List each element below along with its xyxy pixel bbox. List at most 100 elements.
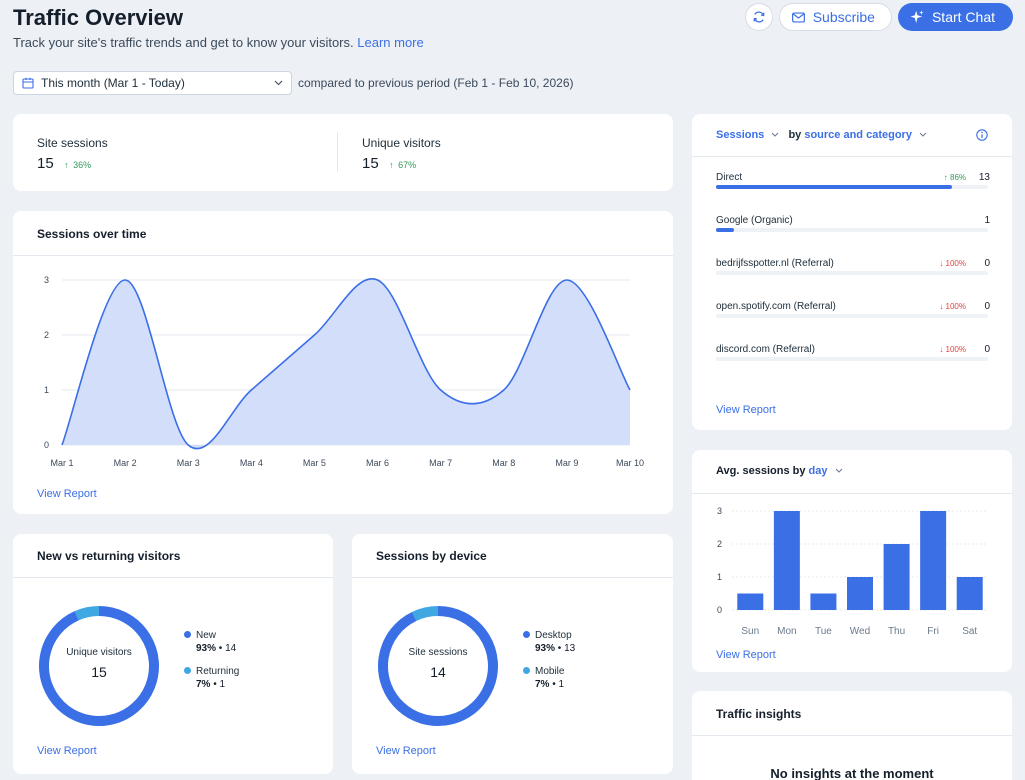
by-label: by — [788, 129, 802, 141]
y-tick-label: 2 — [44, 330, 49, 340]
start-chat-label: Start Chat — [931, 9, 995, 25]
legend-item-desktop: Desktop 93% • 13 — [523, 630, 575, 654]
chevron-down-icon — [274, 80, 283, 86]
donut-slice-new — [39, 606, 159, 726]
group-select[interactable]: source and category — [804, 129, 912, 141]
legend-value: 14 — [225, 643, 237, 654]
avg-title-prefix: Avg. sessions by — [716, 465, 806, 477]
donut-slice-desktop — [378, 606, 498, 726]
donut-slice-mobile — [411, 606, 439, 622]
header-actions: Subscribe Start Chat — [744, 3, 1013, 31]
source-value: 13 — [978, 172, 990, 183]
metric-select[interactable]: Sessions — [716, 129, 765, 141]
view-report-link[interactable]: View Report — [376, 745, 436, 757]
legend-label: Mobile — [535, 666, 565, 677]
source-bar-track — [716, 314, 988, 318]
source-bar-fill — [716, 185, 952, 189]
sessions-by-device-card: Sessions by device Site sessions 14 Desk… — [352, 534, 673, 774]
date-range-select[interactable]: This month (Mar 1 - Today) — [13, 71, 292, 95]
source-row[interactable]: Google (Organic) 1 — [716, 215, 990, 255]
source-bar-track — [716, 357, 988, 361]
sessions-over-time-card: Sessions over time 0 1 2 3 Mar 1 Mar 2 Mar 3 Ma… — [13, 211, 673, 514]
source-bar-track — [716, 271, 988, 275]
subscribe-button[interactable]: Subscribe — [778, 3, 892, 31]
sessions-by-source-card: Sessions by source and category Direct ↑ … — [692, 114, 1012, 430]
avg-sessions-by-day-card: Avg. sessions by day 0 1 2 3 Sun Mon Tue Wed Thu… — [692, 450, 1012, 672]
source-value: 0 — [984, 301, 990, 312]
source-value: 0 — [984, 344, 990, 355]
subtitle-text: Track your site's traffic trends and get… — [13, 35, 354, 50]
source-delta: ↓ 100% — [939, 302, 966, 311]
donut-center: Site sessions 14 — [378, 647, 498, 680]
site-sessions-label: Site sessions — [37, 136, 108, 150]
y-tick-label: 2 — [717, 539, 722, 549]
view-report-link[interactable]: View Report — [716, 404, 776, 416]
legend-percent: 93% — [196, 643, 217, 654]
source-name: discord.com (Referral) — [716, 344, 815, 355]
legend-percent: 93% — [535, 643, 556, 654]
bar — [920, 511, 947, 610]
sources-header: Sessions by source and category — [716, 129, 927, 141]
site-sessions-value: 15 — [37, 155, 54, 172]
chevron-down-icon — [835, 468, 842, 473]
legend-dot — [184, 667, 191, 674]
source-name: open.spotify.com (Referral) — [716, 301, 836, 312]
x-tick-label: Mar 1 — [50, 458, 73, 468]
up-arrow-icon: ↑ — [64, 160, 69, 170]
series-line — [61, 278, 631, 450]
unique-visitors-delta: 67% — [398, 160, 417, 170]
legend-dot — [523, 631, 530, 638]
bar — [883, 544, 910, 610]
sessions-by-device-donut — [378, 606, 498, 726]
donut-center: Unique visitors 15 — [39, 647, 159, 680]
legend-dot — [523, 667, 530, 674]
source-row[interactable]: Direct ↑ 86% 13 — [716, 172, 990, 212]
site-sessions-delta: 36% — [73, 160, 92, 170]
legend-value: 13 — [564, 643, 576, 654]
x-tick-label: Mar 4 — [240, 458, 263, 468]
card-divider — [692, 493, 1012, 494]
source-bar-fill — [716, 228, 735, 232]
source-value: 1 — [984, 215, 990, 226]
source-row[interactable]: open.spotify.com (Referral) ↓ 100% 0 — [716, 301, 990, 341]
x-tick-label: Mar 5 — [303, 458, 326, 468]
x-tick-label: Mar 6 — [366, 458, 389, 468]
source-name: Direct — [716, 172, 743, 183]
donut-center-label: Site sessions — [408, 647, 468, 658]
x-tick-label: Mar 2 — [114, 458, 137, 468]
source-delta: ↑ 86% — [943, 173, 966, 182]
x-tick-label: Sun — [741, 626, 759, 637]
avg-sessions-title: Avg. sessions by day — [716, 465, 843, 477]
x-tick-label: Fri — [927, 626, 939, 637]
source-value: 0 — [984, 258, 990, 269]
start-chat-button[interactable]: Start Chat — [897, 3, 1013, 31]
source-row[interactable]: discord.com (Referral) ↓ 100% 0 — [716, 344, 990, 384]
unique-visitors-stat: Unique visitors 15 ↑ 67% — [362, 136, 441, 173]
view-report-link[interactable]: View Report — [716, 649, 776, 661]
source-row[interactable]: bedrijfsspotter.nl (Referral) ↓ 100% 0 — [716, 258, 990, 298]
x-tick-label: Mar 7 — [429, 458, 452, 468]
x-tick-label: Mar 8 — [492, 458, 515, 468]
x-tick-label: Mar 9 — [555, 458, 578, 468]
period-select[interactable]: day — [808, 465, 828, 477]
site-sessions-stat: Site sessions 15 ↑ 36% — [37, 136, 108, 173]
sessions-line-chart: 0 1 2 3 Mar 1 Mar 2 Mar 3 Mar 4 Mar 5 Mar 6 Mar 7 M… — [44, 275, 644, 468]
legend-percent: 7% — [535, 679, 550, 690]
donut-center-value: 15 — [91, 664, 107, 680]
mail-icon — [791, 11, 805, 23]
learn-more-link[interactable]: Learn more — [357, 35, 424, 50]
new-vs-returning-card: New vs returning visitors Unique visitor… — [13, 534, 333, 774]
refresh-button[interactable] — [744, 3, 773, 31]
page-title: Traffic Overview — [13, 5, 183, 30]
legend-item-new: New 93% • 14 — [184, 630, 236, 654]
legend-item-mobile: Mobile 7% • 1 — [523, 666, 564, 690]
view-report-link[interactable]: View Report — [37, 745, 97, 757]
x-tick-label: Thu — [888, 626, 905, 637]
view-report-link[interactable]: View Report — [37, 488, 97, 500]
y-tick-label: 0 — [717, 605, 722, 615]
legend-percent: 7% — [196, 679, 211, 690]
x-tick-label: Wed — [850, 626, 870, 637]
info-icon[interactable] — [976, 129, 988, 141]
chevron-down-icon — [772, 132, 779, 137]
card-divider — [692, 156, 1012, 157]
